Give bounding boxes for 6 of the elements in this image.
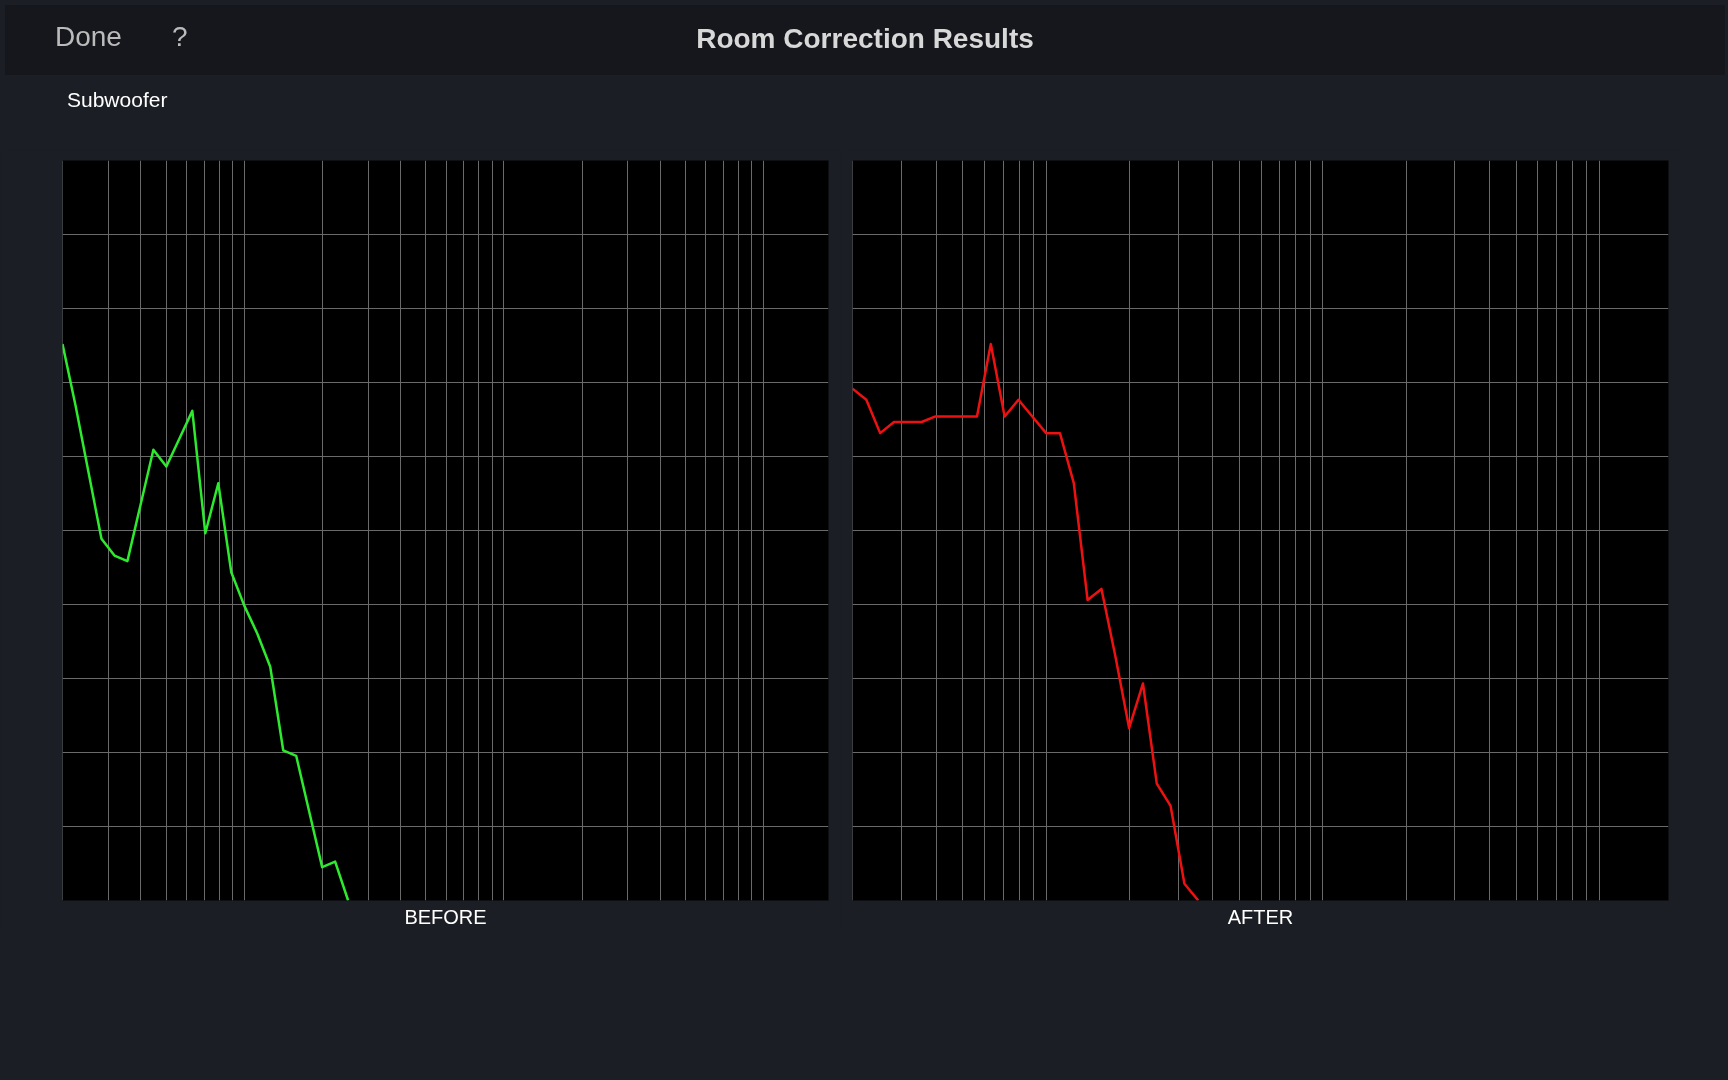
x-axis-title: BEFORE xyxy=(404,905,487,928)
x-axis-title: AFTER xyxy=(1227,905,1294,928)
chart-title: Room Correction Results xyxy=(696,23,1034,54)
text: Done xyxy=(55,21,122,52)
text: ? xyxy=(171,21,188,52)
chart-subtitle: Subwoofer xyxy=(66,87,168,113)
